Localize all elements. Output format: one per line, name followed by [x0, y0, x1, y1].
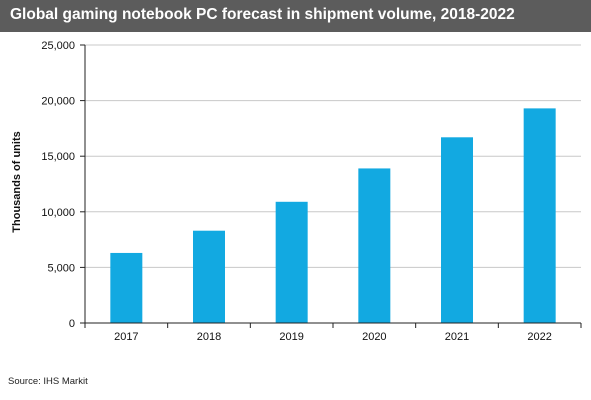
bar-2021	[441, 137, 473, 323]
x-tick-label: 2019	[279, 331, 303, 343]
x-tick-label: 2018	[197, 331, 221, 343]
bar-2017	[110, 252, 143, 323]
bar-2020	[358, 168, 391, 323]
x-tick-label: 2017	[114, 331, 138, 343]
x-tick-label: 2020	[362, 331, 386, 343]
bar-2018	[193, 230, 225, 323]
bars	[110, 108, 556, 323]
y-axis-label: Thousands of units	[11, 131, 23, 232]
bar-2019	[275, 201, 308, 323]
chart-title: Global gaming notebook PC forecast in sh…	[10, 6, 515, 23]
y-tick-label: 20,000	[41, 96, 75, 108]
axes: 0 5,000 10,000 15,000 20,000 25,000 2017 2018 20…	[41, 40, 582, 343]
x-tick-label: 2022	[527, 331, 551, 343]
y-tick-label: 10,000	[41, 207, 75, 219]
x-tick-label: 2021	[445, 331, 469, 343]
y-tick-label: 5,000	[47, 262, 75, 274]
title-bar: Global gaming notebook PC forecast in sh…	[0, 0, 591, 32]
source-note: Source: IHS Markit	[8, 376, 88, 387]
gridlines	[85, 44, 581, 268]
y-tick-label: 25,000	[41, 40, 75, 52]
y-tick-label: 0	[69, 318, 75, 330]
bar-2022	[523, 108, 556, 323]
y-tick-label: 15,000	[41, 151, 75, 163]
